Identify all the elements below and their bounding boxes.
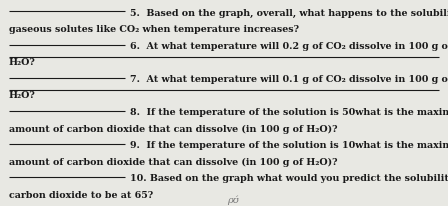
Text: 5.  Based on the graph, overall, what happens to the solubility of: 5. Based on the graph, overall, what hap…: [130, 8, 448, 18]
Text: gaseous solutes like CO₂ when temperature increases?: gaseous solutes like CO₂ when temperatur…: [9, 25, 299, 34]
Text: 8.  If the temperature of the solution is 50what is the maximum: 8. If the temperature of the solution is…: [130, 108, 448, 116]
Text: carbon dioxide to be at 65?: carbon dioxide to be at 65?: [9, 190, 153, 199]
Text: H₂O?: H₂O?: [9, 58, 36, 67]
Text: H₂O?: H₂O?: [9, 91, 36, 100]
Text: amount of carbon dioxide that can dissolve (in 100 g of H₂O)?: amount of carbon dioxide that can dissol…: [9, 157, 337, 166]
Text: amount of carbon dioxide that can dissolve (in 100 g of H₂O)?: amount of carbon dioxide that can dissol…: [9, 124, 337, 133]
Text: 6.  At what temperature will 0.2 g of CO₂ dissolve in 100 g of: 6. At what temperature will 0.2 g of CO₂…: [130, 42, 448, 50]
Text: 10. Based on the graph what would you predict the solubility of: 10. Based on the graph what would you pr…: [130, 173, 448, 182]
Text: 9.  If the temperature of the solution is 10what is the maximum: 9. If the temperature of the solution is…: [130, 140, 448, 149]
Text: 7.  At what temperature will 0.1 g of CO₂ dissolve in 100 g of: 7. At what temperature will 0.1 g of CO₂…: [130, 75, 448, 83]
Text: ρʊ́: ρʊ́: [227, 194, 239, 204]
